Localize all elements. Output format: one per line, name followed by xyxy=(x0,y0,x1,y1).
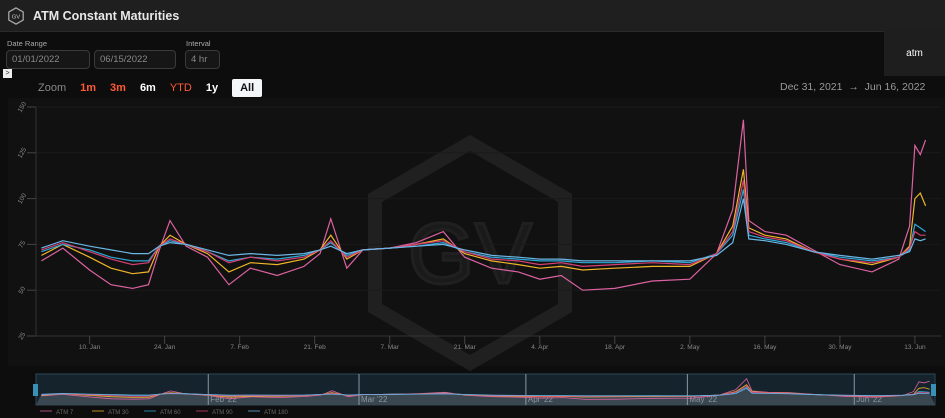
gv-logo-icon: GV xyxy=(8,6,24,25)
navigator-label: May '22 xyxy=(689,395,717,404)
x-tick-label: 7. Mar xyxy=(381,344,400,351)
zoom-3m-button[interactable]: 3m xyxy=(110,82,126,94)
start-date-input[interactable]: 01/01/2022 xyxy=(6,50,90,69)
series-line-atm-7 xyxy=(41,119,927,291)
atm-button[interactable]: atm xyxy=(884,30,945,76)
zoom-ytd-button[interactable]: YTD xyxy=(169,82,192,94)
y-tick-label: 150 xyxy=(17,100,29,113)
chart: GV 25 50 75 100 125 150 10. Jan 24. Jan 7. Feb 21.… xyxy=(8,98,945,416)
sidebar-toggle-icon[interactable]: > xyxy=(3,69,12,78)
x-tick-label: 30. May xyxy=(828,344,852,351)
navigator-label: Jun '22 xyxy=(856,395,882,404)
x-tick-label: 21. Mar xyxy=(454,344,477,351)
y-tick-label: 50 xyxy=(18,285,28,295)
navigator-right-handle[interactable] xyxy=(931,384,936,396)
navigator-label: Apr '22 xyxy=(528,395,554,404)
y-tick-label: 75 xyxy=(18,239,28,249)
x-tick-label: 10. Jan xyxy=(79,344,101,351)
navigator-label: Feb '22 xyxy=(210,395,237,404)
zoom-1y-button[interactable]: 1y xyxy=(205,82,219,94)
interval-label: Interval xyxy=(186,39,211,48)
legend-label: ATM 90 xyxy=(212,410,233,416)
x-tick-label: 7. Feb xyxy=(230,344,249,351)
legend-label: ATM 7 xyxy=(56,410,74,416)
zoom-label: Zoom xyxy=(38,82,67,94)
y-tick-label: 100 xyxy=(17,192,29,205)
legend-item[interactable]: ATM 7 xyxy=(40,410,74,416)
page-title: ATM Constant Maturities xyxy=(33,8,180,23)
legend-item[interactable]: ATM 60 xyxy=(144,410,181,416)
x-tick-label: 24. Jan xyxy=(154,344,176,351)
app-header: GV ATM Constant Maturities xyxy=(0,0,945,32)
x-tick-label: 13. Jun xyxy=(904,344,926,351)
range-from[interactable]: Dec 31, 2021 xyxy=(780,81,843,93)
navigator-series xyxy=(41,387,930,397)
zoom-selector: Zoom 1m 3m 6m YTD 1y All xyxy=(38,79,276,97)
x-tick-label: 16. May xyxy=(753,344,777,351)
svg-text:GV: GV xyxy=(12,14,21,20)
gv-watermark-icon: GV xyxy=(368,134,572,372)
range-arrow: → xyxy=(848,81,859,93)
navigator-label: Mar '22 xyxy=(361,395,388,404)
zoom-all-button[interactable]: All xyxy=(232,79,263,97)
x-tick-label: 2. May xyxy=(680,344,700,351)
y-tick-label: 25 xyxy=(18,331,28,341)
date-range-label: Date Range xyxy=(7,39,48,48)
x-tick-label: 21. Feb xyxy=(304,344,326,351)
watermark-text: GV xyxy=(408,206,532,302)
navigator-left-handle[interactable] xyxy=(33,384,38,396)
series-line-atm-180 xyxy=(41,198,926,262)
zoom-1m-button[interactable]: 1m xyxy=(80,82,97,94)
y-tick-label: 125 xyxy=(17,146,29,159)
legend-label: ATM 30 xyxy=(108,410,129,416)
legend-item[interactable]: ATM 180 xyxy=(248,410,289,416)
x-tick-label: 18. Apr xyxy=(604,344,625,351)
range-to[interactable]: Jun 16, 2022 xyxy=(864,81,926,93)
legend-item[interactable]: ATM 30 xyxy=(92,410,129,416)
zoom-6m-button[interactable]: 6m xyxy=(139,82,156,94)
interval-select[interactable]: 4 hr xyxy=(185,50,220,69)
legend-label: ATM 60 xyxy=(160,410,181,416)
legend-label: ATM 180 xyxy=(264,410,289,416)
range-display: Dec 31, 2021 → Jun 16, 2022 xyxy=(780,81,925,93)
x-tick-label: 4. Apr xyxy=(531,344,549,351)
end-date-input[interactable]: 06/15/2022 xyxy=(94,50,176,69)
legend-item[interactable]: ATM 90 xyxy=(196,410,233,416)
